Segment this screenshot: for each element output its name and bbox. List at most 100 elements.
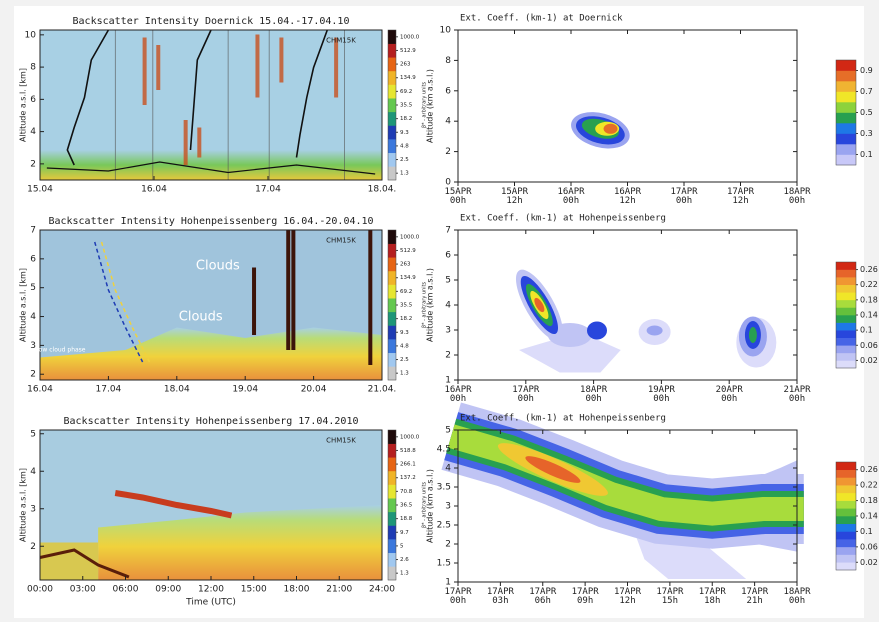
colorbar-band — [388, 166, 396, 181]
y-axis-label: Altitude (km a.s.l.) — [426, 268, 435, 342]
x-tick-label: 18APR 00h — [580, 385, 608, 404]
aerosol-layer — [39, 548, 130, 579]
heatmap-streak — [286, 230, 291, 350]
x-tick-label: 20.04 — [301, 385, 327, 395]
colorbar-tick-label: 0.26 — [860, 265, 878, 274]
colorbar-band — [836, 277, 856, 286]
colorbar-band — [836, 315, 856, 323]
colorbar-band — [836, 262, 856, 270]
colorbar-tick-label: 0.06 — [860, 542, 878, 551]
colorbar-tick-label: 134.9 — [400, 75, 416, 81]
colorbar-band — [388, 430, 396, 444]
colorbar-tick-label: 0.06 — [860, 341, 878, 350]
y-tick-label: 3 — [445, 326, 451, 336]
contour-region — [519, 335, 621, 373]
colorbar-band — [388, 57, 396, 72]
annotation: CHM15K — [326, 37, 356, 45]
colorbar-band — [836, 91, 856, 103]
y-tick-label: 7 — [445, 226, 451, 236]
y-tick-label: 4 — [30, 127, 36, 137]
colorbar-tick-label: 18.8 — [400, 516, 413, 522]
colorbar-band — [388, 125, 396, 140]
colorbar-tick-label: 69.2 — [400, 289, 412, 295]
colorbar-band — [388, 298, 396, 313]
y-tick-label: 3 — [30, 341, 36, 351]
y-tick-label: 4 — [30, 467, 36, 477]
contour-region — [646, 325, 663, 336]
colorbar-tick-label: 263 — [400, 262, 411, 268]
annotation: CHM15K — [326, 437, 356, 445]
x-tick-label: 18.04. — [368, 185, 397, 195]
colorbar-band — [836, 330, 856, 339]
x-tick-label: 18.04 — [164, 385, 190, 395]
colorbar-band — [836, 133, 856, 145]
colorbar-band — [388, 339, 396, 354]
colorbar-band — [388, 30, 396, 44]
colorbar-tick-label: 1.3 — [400, 171, 409, 177]
y-tick-label: 3.5 — [437, 483, 451, 493]
x-tick-label: 21APR 00h — [783, 385, 811, 404]
colorbar-band — [836, 284, 856, 293]
chart-title: Backscatter Intensity Hohenpeissenberg 1… — [63, 416, 358, 427]
colorbar-band — [388, 470, 396, 485]
y-tick-label: 5 — [445, 426, 451, 436]
heatmap-streak — [252, 267, 257, 335]
heatmap-streak — [279, 37, 284, 83]
heatmap-streak — [183, 120, 188, 165]
x-tick-label: 03:00 — [70, 585, 96, 595]
y-tick-label: 4.5 — [437, 445, 451, 455]
colorbar-band — [388, 152, 396, 167]
colorbar-tick-label: 4.8 — [400, 343, 409, 349]
colorbar-band — [836, 307, 856, 316]
colorbar-band — [388, 498, 396, 513]
x-tick-label: 15:00 — [241, 585, 267, 595]
heatmap-streak — [368, 230, 373, 365]
colorbar-tick-label: 0.1 — [860, 527, 873, 536]
colorbar-band — [388, 284, 396, 299]
x-tick-label: 19APR 00h — [648, 385, 676, 404]
contour-region — [748, 327, 757, 343]
x-tick-label: 17.04 — [96, 385, 122, 395]
heatmap-streak — [334, 37, 339, 98]
colorbar-band — [388, 352, 396, 367]
colorbar-band — [836, 70, 856, 82]
y-tick-label: 8 — [30, 63, 36, 73]
colorbar-band — [388, 43, 396, 58]
x-tick-label: 17APR 00h — [444, 587, 472, 606]
y-tick-label: 2.5 — [437, 521, 451, 531]
colorbar-band — [388, 484, 396, 499]
y-tick-label: 3 — [30, 504, 36, 514]
colorbar-band — [388, 270, 396, 285]
x-tick-label: 17APR 18h — [699, 587, 727, 606]
colorbar-band — [836, 539, 856, 548]
colorbar-band — [388, 366, 396, 381]
colorbar-band — [836, 469, 856, 478]
x-tick-label: 16APR 00h — [557, 187, 585, 206]
colorbar-tick-label: 0.5 — [860, 108, 873, 117]
heatmap-layer — [40, 327, 382, 380]
colorbar-band — [388, 552, 396, 567]
plot-frame — [39, 29, 383, 181]
x-tick-label: 00:00 — [27, 585, 53, 595]
colorbar-tick-label: 0.18 — [860, 496, 878, 505]
colorbar-tick-label: 18.2 — [400, 116, 412, 122]
colorbar-tick-label: 9.7 — [400, 530, 409, 536]
colorbar-band — [388, 566, 396, 581]
colorbar-tick-label: 518.8 — [400, 448, 416, 454]
colorbar-band — [836, 554, 856, 563]
colorbar-band — [836, 123, 856, 134]
y-axis-label: Altitude (km a.s.l.) — [426, 469, 435, 543]
y-tick-label: 10 — [440, 26, 452, 36]
colorbar-band — [388, 257, 396, 272]
chart-title: Backscatter Intensity Hohenpeissenberg 1… — [48, 216, 373, 227]
profile-line — [189, 29, 212, 151]
x-tick-label: 16.04 — [141, 185, 167, 195]
annotation: Clouds — [179, 310, 223, 325]
y-tick-label: 6 — [30, 254, 36, 264]
x-tick-label: 16.04 — [27, 385, 53, 395]
x-tick-label: 20APR 00h — [716, 385, 744, 404]
x-tick-label: 12:00 — [198, 585, 224, 595]
x-tick-label: 19.04 — [232, 385, 258, 395]
colorbar-tick-label: 2.5 — [400, 357, 409, 363]
y-tick-label: 2 — [30, 542, 36, 552]
